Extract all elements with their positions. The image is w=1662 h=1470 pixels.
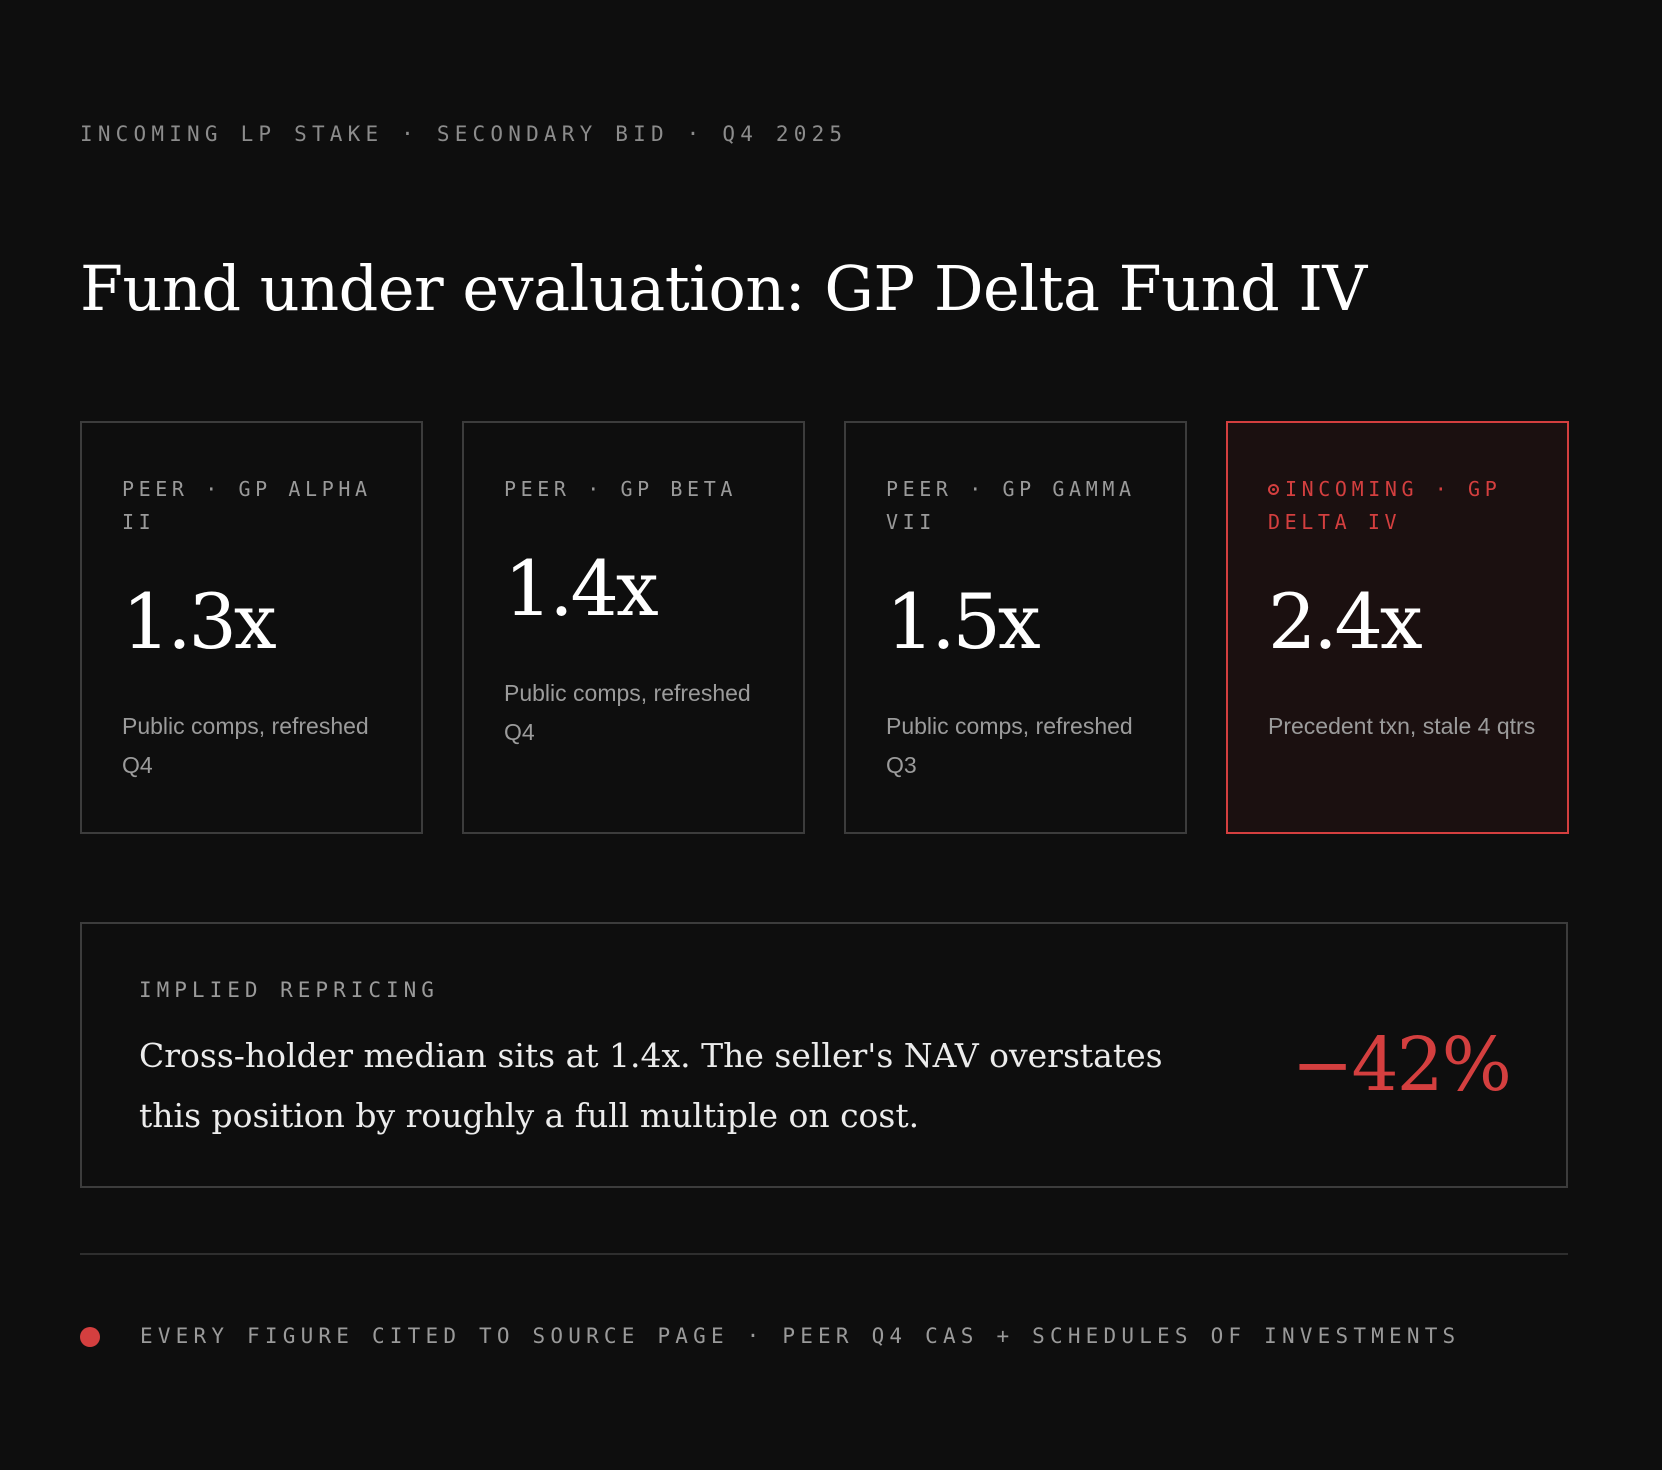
card-label: PEER · GP BETA V: [504, 477, 737, 501]
card-label-text: INCOMING · GP DELTA IV: [1268, 477, 1502, 534]
repricing-value: −42%: [1291, 1022, 1512, 1108]
card-multiple: 1.5x: [886, 577, 1041, 666]
card-label: PEER · GP ALPHA II: [122, 477, 372, 534]
status-dot-icon: [80, 1327, 100, 1347]
card-label-incoming: INCOMING · GP DELTA IV: [1268, 473, 1527, 539]
footer-note: EVERY FIGURE CITED TO SOURCE PAGE · PEER…: [140, 1324, 1461, 1348]
card-multiple: 1.3x: [122, 577, 277, 666]
repricing-label: IMPLIED REPRICING: [139, 978, 439, 1002]
card-note: Public comps, refreshed Q4: [122, 713, 369, 778]
eyebrow: INCOMING LP STAKE · SECONDARY BID · Q4 2…: [80, 122, 848, 146]
card-note: Public comps, refreshed Q4: [504, 680, 751, 745]
card-gp-alpha-ii: PEER · GP ALPHA II 1.3x Public comps, re…: [80, 421, 423, 834]
card-gp-beta-v: PEER · GP BETA V 1.4x Public comps, refr…: [462, 421, 805, 834]
card-multiple: 2.4x: [1268, 577, 1423, 666]
fund-cards: PEER · GP ALPHA II 1.3x Public comps, re…: [80, 421, 1569, 834]
implied-repricing-panel: IMPLIED REPRICING Cross-holder median si…: [80, 922, 1568, 1188]
page-title: Fund under evaluation: GP Delta Fund IV: [80, 252, 1367, 325]
card-multiple: 1.4x: [504, 544, 659, 633]
target-dot-icon: [1268, 484, 1279, 495]
divider: [80, 1253, 1568, 1255]
repricing-text: Cross-holder median sits at 1.4x. The se…: [139, 1036, 1163, 1135]
card-gp-gamma-vii: PEER · GP GAMMA VII 1.5x Public comps, r…: [844, 421, 1187, 834]
card-note: Precedent txn, stale 4 qtrs: [1268, 713, 1536, 739]
card-gp-delta-iv-incoming: INCOMING · GP DELTA IV 2.4x Precedent tx…: [1226, 421, 1569, 834]
card-label: PEER · GP GAMMA VII: [886, 477, 1136, 534]
card-note: Public comps, refreshed Q3: [886, 713, 1133, 778]
